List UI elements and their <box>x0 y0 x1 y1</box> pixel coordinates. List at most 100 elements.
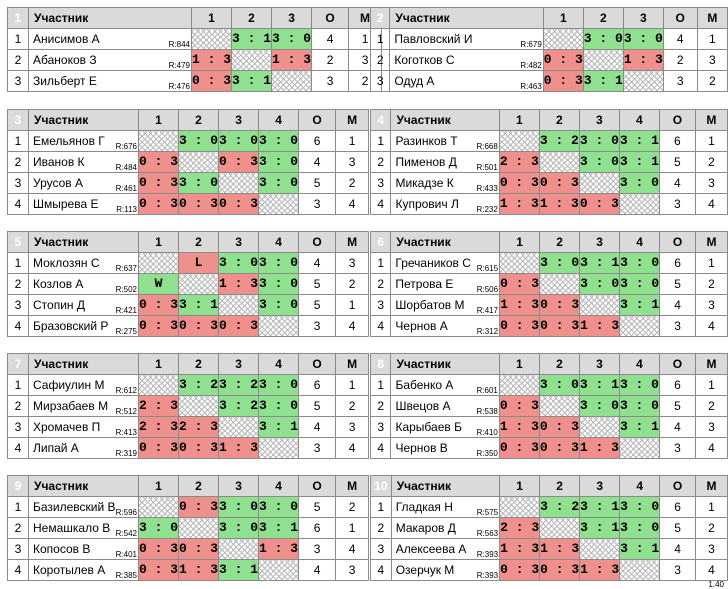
match-result[interactable]: 0 : 3 <box>137 193 180 215</box>
match-result[interactable]: 0 : 3 <box>499 273 541 295</box>
match-result[interactable]: 1 : 3 <box>190 49 233 71</box>
match-result[interactable]: 3 : 1 <box>619 294 661 316</box>
match-result[interactable]: 3 : 0 <box>578 130 620 152</box>
match-result[interactable]: 3 : 0 <box>178 130 220 152</box>
player-name-cell[interactable]: Копосов В R:401 <box>28 538 139 560</box>
player-name[interactable]: Копосов В <box>33 542 91 556</box>
player-name[interactable]: Одуд А <box>394 74 435 88</box>
player-name-cell[interactable]: Чернов В R:350 <box>390 437 500 459</box>
player-name[interactable]: Пименов Д <box>395 155 457 169</box>
match-result[interactable]: 3 : 1 <box>579 252 621 274</box>
match-result[interactable]: 0 : 3 <box>542 49 584 71</box>
match-result[interactable]: 0 : 3 <box>178 193 220 215</box>
player-name[interactable]: Озерчук М <box>395 563 455 577</box>
match-result[interactable]: 3 : 2 <box>539 496 581 518</box>
match-result[interactable]: 0 : 3 <box>498 172 540 194</box>
player-name[interactable]: Павловский И <box>394 32 473 46</box>
player-name[interactable]: Базилевский В <box>33 500 116 514</box>
match-result[interactable]: 0 : 3 <box>218 151 260 173</box>
match-result[interactable]: 0 : 3 <box>499 559 541 581</box>
player-name-cell[interactable]: Иванов К R:484 <box>28 151 139 173</box>
player-name[interactable]: Карыбаев Б <box>395 420 462 434</box>
player-name-cell[interactable]: Бразовский Р R:275 <box>28 315 139 337</box>
match-result[interactable]: 3 : 1 <box>618 130 660 152</box>
match-result[interactable]: 0 : 3 <box>178 437 220 459</box>
match-result[interactable]: 3 : 0 <box>618 374 660 396</box>
match-result[interactable]: 3 : 0 <box>178 172 220 194</box>
player-name[interactable]: Коротылев А <box>33 563 106 577</box>
match-result[interactable]: 3 : 0 <box>258 374 300 396</box>
match-result[interactable]: 3 : 1 <box>582 70 624 92</box>
match-result[interactable]: 3 : 1 <box>618 151 660 173</box>
match-result[interactable]: 0 : 3 <box>538 416 580 438</box>
match-result[interactable]: 3 : 0 <box>622 28 664 50</box>
match-result[interactable]: 3 : 0 <box>218 517 260 539</box>
match-result[interactable]: 0 : 3 <box>499 315 541 337</box>
match-result[interactable]: 1 : 3 <box>271 49 313 71</box>
player-name-cell[interactable]: Хромачев П R:413 <box>28 416 139 438</box>
player-name-cell[interactable]: Петрова Е R:506 <box>390 273 501 295</box>
match-result[interactable]: 3 : 0 <box>258 130 300 152</box>
player-name[interactable]: Петрова Е <box>395 277 454 291</box>
match-result[interactable]: 0 : 3 <box>542 70 584 92</box>
player-name[interactable]: Мирзабаев М <box>33 399 109 413</box>
player-name-cell[interactable]: Немашкало В R:542 <box>28 517 139 539</box>
match-result[interactable]: 0 : 3 <box>538 172 580 194</box>
player-name-cell[interactable]: Купрович Л R:232 <box>390 193 500 215</box>
match-result[interactable]: 3 : 0 <box>579 273 621 295</box>
match-result[interactable]: 3 : 0 <box>258 252 300 274</box>
match-result[interactable]: 0 : 3 <box>539 315 581 337</box>
match-result[interactable]: 3 : 1 <box>618 416 660 438</box>
player-name-cell[interactable]: Анисимов А R:844 <box>28 28 192 50</box>
match-result[interactable]: 3 : 2 <box>218 374 260 396</box>
match-result[interactable]: 0 : 3 <box>539 559 581 581</box>
player-name[interactable]: Коготков С <box>394 53 455 67</box>
match-result[interactable]: 1 : 3 <box>218 437 260 459</box>
match-result[interactable]: 3 : 1 <box>218 559 260 581</box>
match-result[interactable]: 3 : 0 <box>619 273 661 295</box>
match-result[interactable]: 0 : 3 <box>538 437 580 459</box>
match-result[interactable]: 3 : 1 <box>579 517 621 539</box>
match-result[interactable]: 1 : 3 <box>578 437 620 459</box>
player-name[interactable]: Урусов А <box>33 176 84 190</box>
match-result[interactable]: 0 : 3 <box>137 437 180 459</box>
match-result[interactable]: 1 : 3 <box>622 49 664 71</box>
match-result[interactable]: 2 : 3 <box>137 395 180 417</box>
player-name[interactable]: Чернов В <box>395 441 448 455</box>
player-name[interactable]: Шорбатов М <box>395 298 465 312</box>
match-result[interactable]: 3 : 1 <box>258 517 300 539</box>
match-result[interactable]: 0 : 3 <box>137 151 180 173</box>
player-name-cell[interactable]: Коготков С R:482 <box>389 49 544 71</box>
player-name[interactable]: Шмырева Е <box>33 197 99 211</box>
player-name[interactable]: Стопин Д <box>33 298 85 312</box>
match-result[interactable]: 3 : 0 <box>578 395 620 417</box>
match-result[interactable]: 3 : 0 <box>619 517 661 539</box>
player-name-cell[interactable]: Сафиулин М R:612 <box>28 374 139 396</box>
match-result[interactable]: 3 : 1 <box>619 538 661 560</box>
player-name-cell[interactable]: Зильберт Е R:476 <box>28 70 192 92</box>
match-result[interactable]: 2 : 3 <box>498 151 540 173</box>
player-name-cell[interactable]: Чернов А R:312 <box>390 315 501 337</box>
player-name[interactable]: Абаноков З <box>33 53 97 67</box>
player-name-cell[interactable]: Швецов А R:538 <box>390 395 500 417</box>
player-name[interactable]: Чернов А <box>395 319 448 333</box>
match-result[interactable]: 0 : 3 <box>137 559 180 581</box>
player-name-cell[interactable]: Мирзабаев М R:512 <box>28 395 139 417</box>
match-result[interactable]: 3 : 0 <box>258 294 300 316</box>
match-result[interactable]: 0 : 3 <box>178 496 220 518</box>
player-name[interactable]: Микадзе К <box>395 176 454 190</box>
match-result[interactable]: 1 : 3 <box>218 273 260 295</box>
match-result[interactable]: 3 : 0 <box>582 28 624 50</box>
match-result[interactable]: 0 : 3 <box>178 538 220 560</box>
match-result[interactable]: 0 : 3 <box>578 193 620 215</box>
match-result[interactable]: 3 : 0 <box>619 252 661 274</box>
match-result[interactable]: 3 : 1 <box>231 28 273 50</box>
match-result[interactable]: 3 : 1 <box>178 294 220 316</box>
player-name-cell[interactable]: Абаноков З R:479 <box>28 49 192 71</box>
match-result[interactable]: 3 : 1 <box>231 70 273 92</box>
match-result[interactable]: 0 : 3 <box>190 70 233 92</box>
match-result[interactable]: 3 : 0 <box>218 252 260 274</box>
player-name[interactable]: Бабенко А <box>395 378 454 392</box>
match-result[interactable]: 0 : 3 <box>498 437 540 459</box>
match-result[interactable]: 0 : 3 <box>178 315 220 337</box>
